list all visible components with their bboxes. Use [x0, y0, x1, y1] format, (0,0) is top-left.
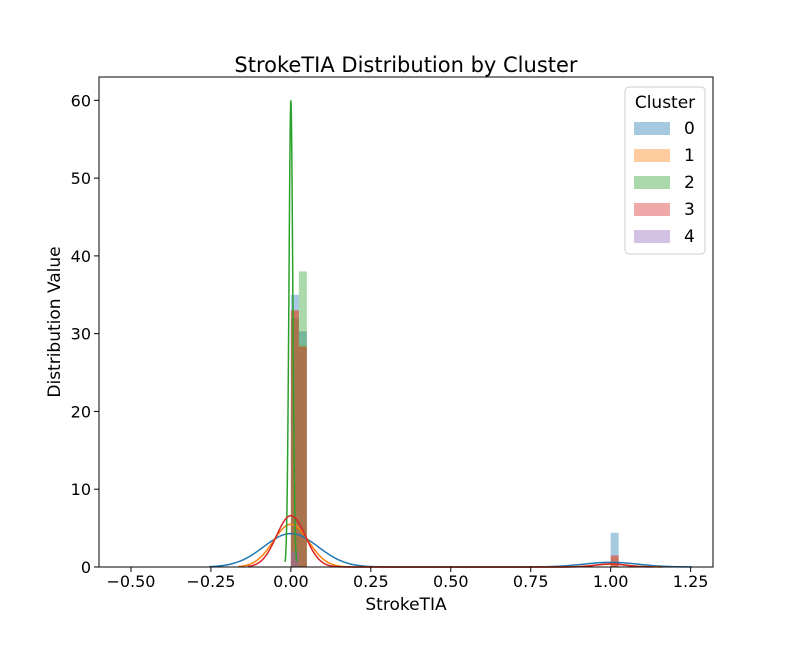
- y-axis: 0 10 20 30 40 50 60: [71, 91, 99, 577]
- x-tick-label: 1.00: [593, 572, 629, 591]
- x-tick-label: 0.00: [273, 572, 309, 591]
- legend-label-cluster-4: 4: [684, 227, 695, 247]
- legend-swatch-cluster-3: [634, 203, 670, 216]
- legend: Cluster 0 1 2 3 4: [624, 86, 706, 255]
- histogram-bar-cluster-2-1: [298, 271, 307, 567]
- bars-layer: [290, 271, 619, 567]
- y-axis-label: Distribution Value: [45, 246, 65, 397]
- histogram-bar-cluster-1-2: [610, 556, 619, 567]
- histogram-bar-cluster-0-0: [290, 294, 299, 567]
- histogram-bar-cluster-4-0: [290, 551, 299, 567]
- y-tick-label: 20: [71, 402, 91, 421]
- histogram-bar-cluster-1-1: [298, 345, 307, 567]
- x-tick-label: 1.25: [673, 572, 709, 591]
- histogram-bar-cluster-0-1: [298, 331, 307, 567]
- y-tick-label: 40: [71, 247, 91, 266]
- legend-swatch-cluster-0: [634, 122, 670, 135]
- histogram-bar-cluster-3-0: [290, 310, 299, 567]
- y-tick-label: 30: [71, 325, 91, 344]
- legend-label-cluster-2: 2: [684, 173, 695, 193]
- legend-title: Cluster: [635, 93, 695, 113]
- histogram-bar-cluster-2-0: [290, 318, 299, 567]
- x-tick-label: 0.75: [513, 572, 549, 591]
- legend-label-cluster-0: 0: [684, 119, 695, 139]
- x-tick-label: 0.50: [433, 572, 469, 591]
- chart-title: StrokeTIA Distribution by Cluster: [234, 53, 578, 77]
- y-tick-label: 60: [71, 91, 91, 110]
- histogram-bar-cluster-0-2: [610, 532, 619, 567]
- histogram-bar-cluster-3-2: [610, 555, 619, 567]
- legend-box: [624, 86, 706, 255]
- x-axis: −0.50 −0.25 0.00 0.25 0.50 0.75 1.00 1.25: [106, 567, 708, 591]
- histogram-bar-cluster-1-0: [290, 310, 299, 567]
- x-tick-label: −0.25: [186, 572, 235, 591]
- kde-curve-cluster-3: [247, 514, 653, 568]
- legend-swatch-cluster-1: [634, 149, 670, 162]
- histogram-bar-cluster-3-1: [298, 346, 307, 567]
- y-tick-label: 0: [81, 558, 91, 577]
- x-tick-label: −0.50: [106, 572, 155, 591]
- kde-curve-cluster-0: [209, 532, 692, 568]
- legend-label-cluster-3: 3: [684, 200, 695, 220]
- legend-swatch-cluster-4: [634, 230, 670, 243]
- y-tick-label: 10: [71, 480, 91, 499]
- kde-layer: [209, 100, 692, 568]
- y-tick-label: 50: [71, 169, 91, 188]
- x-axis-label: StrokeTIA: [365, 595, 447, 615]
- x-tick-label: 0.25: [353, 572, 389, 591]
- plot-frame: [98, 76, 714, 568]
- kde-curve-cluster-2: [284, 100, 298, 562]
- legend-swatch-cluster-2: [634, 176, 670, 189]
- legend-label-cluster-1: 1: [684, 146, 695, 166]
